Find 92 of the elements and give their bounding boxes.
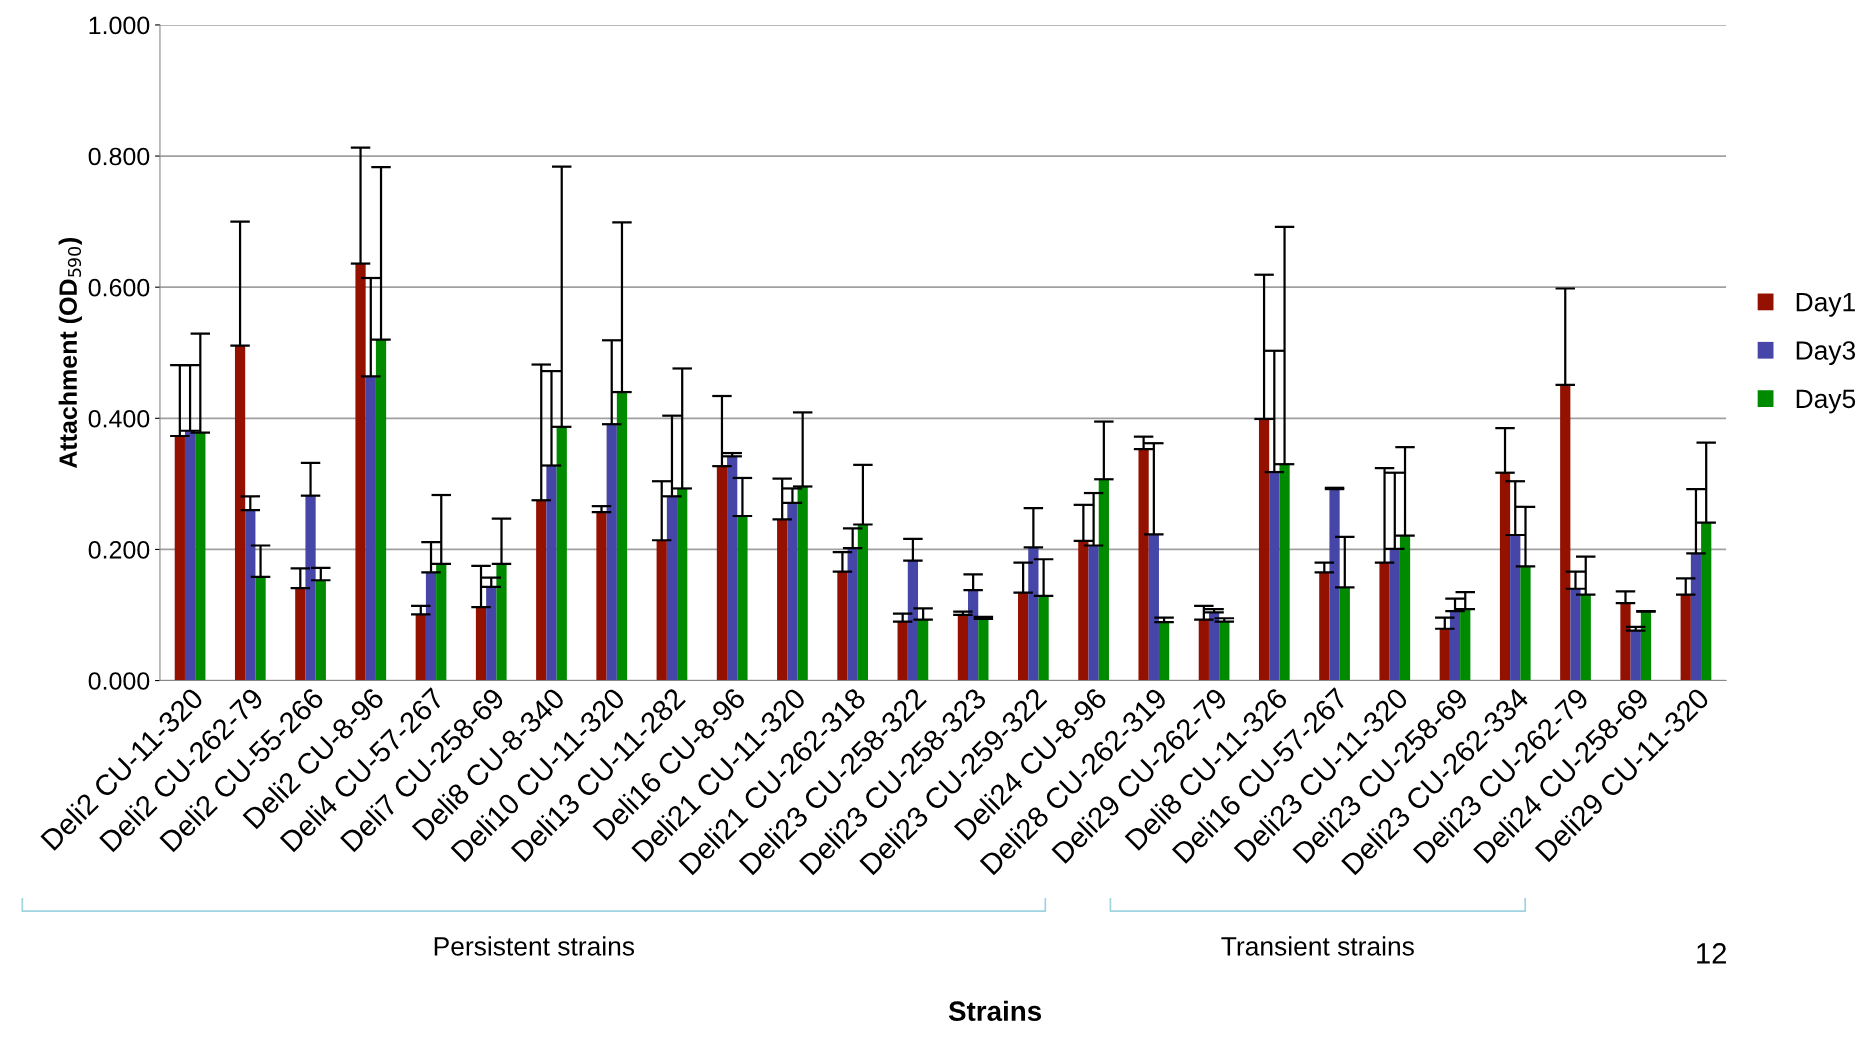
bar <box>1570 588 1581 681</box>
bar <box>1520 566 1531 681</box>
bar <box>716 466 728 681</box>
bar <box>425 572 437 681</box>
bar <box>1208 612 1220 681</box>
bar <box>174 436 185 681</box>
bar <box>255 576 266 681</box>
bar <box>1379 562 1390 681</box>
bar <box>234 345 246 681</box>
bar <box>1038 595 1049 681</box>
bar <box>1319 572 1330 681</box>
bar <box>787 502 798 681</box>
bar <box>1460 609 1471 681</box>
bar <box>918 619 929 681</box>
bar <box>355 263 366 681</box>
y-tick-label: 0.600 <box>88 278 150 297</box>
bar <box>978 618 989 681</box>
bar <box>295 588 306 681</box>
bar <box>596 512 607 681</box>
bar <box>1219 621 1230 681</box>
bar <box>1148 534 1159 681</box>
bar <box>666 496 678 681</box>
bar <box>245 510 256 681</box>
bar <box>1258 418 1270 681</box>
y-tick-label: 0.200 <box>88 541 150 559</box>
bar <box>486 586 497 681</box>
bar <box>656 540 667 681</box>
bar <box>606 424 617 681</box>
bar <box>727 456 738 681</box>
bar <box>616 392 628 681</box>
text: Persistent strains <box>434 936 635 956</box>
bar <box>1449 611 1461 681</box>
bar <box>1088 545 1099 681</box>
bar <box>1279 464 1290 681</box>
y-tick-label: 0.400 <box>88 409 150 428</box>
bar <box>1620 603 1631 681</box>
bar <box>1389 548 1400 681</box>
bar <box>1158 622 1170 681</box>
bar <box>1640 611 1652 681</box>
bar <box>1028 547 1039 681</box>
bar <box>1680 594 1691 681</box>
bar <box>305 495 316 681</box>
bar <box>1510 535 1521 681</box>
bar <box>677 488 688 681</box>
y-tick-label: 0.800 <box>88 147 150 166</box>
text: Transient strains <box>1221 936 1414 956</box>
bar <box>1269 472 1280 681</box>
y-tick-label: 0.000 <box>88 672 150 690</box>
bar <box>375 339 387 681</box>
bar <box>1439 628 1450 681</box>
bar <box>496 563 507 681</box>
bar <box>797 486 808 681</box>
bar <box>1499 472 1511 681</box>
bar <box>315 580 326 681</box>
bar <box>536 500 547 681</box>
bar <box>1018 592 1029 681</box>
bar <box>1329 489 1340 681</box>
bar <box>1701 522 1712 681</box>
bar <box>1138 449 1149 681</box>
bar <box>1580 594 1591 681</box>
bar <box>847 548 858 681</box>
bar <box>436 563 447 681</box>
bar <box>837 571 848 681</box>
bar <box>968 590 979 681</box>
bar <box>1399 535 1411 681</box>
bar <box>1630 630 1641 681</box>
bar <box>556 426 567 681</box>
legend-label: Day5 <box>1796 389 1856 414</box>
y-tick-label: 1.000 <box>89 16 150 35</box>
bar <box>737 515 748 681</box>
legend-label: Day1 <box>1796 293 1855 317</box>
bar <box>1690 553 1702 681</box>
y-axis-title: Attachment (OD$_{590}$) <box>58 238 82 469</box>
bar <box>365 376 376 681</box>
bar <box>1098 479 1109 681</box>
bar <box>195 432 206 681</box>
bar <box>897 621 908 681</box>
legend-label: Day3 <box>1796 341 1856 366</box>
bar <box>546 465 557 681</box>
bar <box>475 607 487 681</box>
bar <box>1339 587 1350 681</box>
bar <box>957 614 969 681</box>
bar <box>1078 540 1089 681</box>
bar <box>184 430 196 681</box>
text: 12 <box>1697 943 1726 964</box>
bar <box>1560 384 1571 681</box>
x-axis-title: Strains <box>948 1000 1042 1022</box>
bar <box>857 524 869 681</box>
bar <box>1198 619 1209 681</box>
bar <box>907 560 919 681</box>
bar <box>777 519 788 681</box>
bar <box>415 614 426 681</box>
